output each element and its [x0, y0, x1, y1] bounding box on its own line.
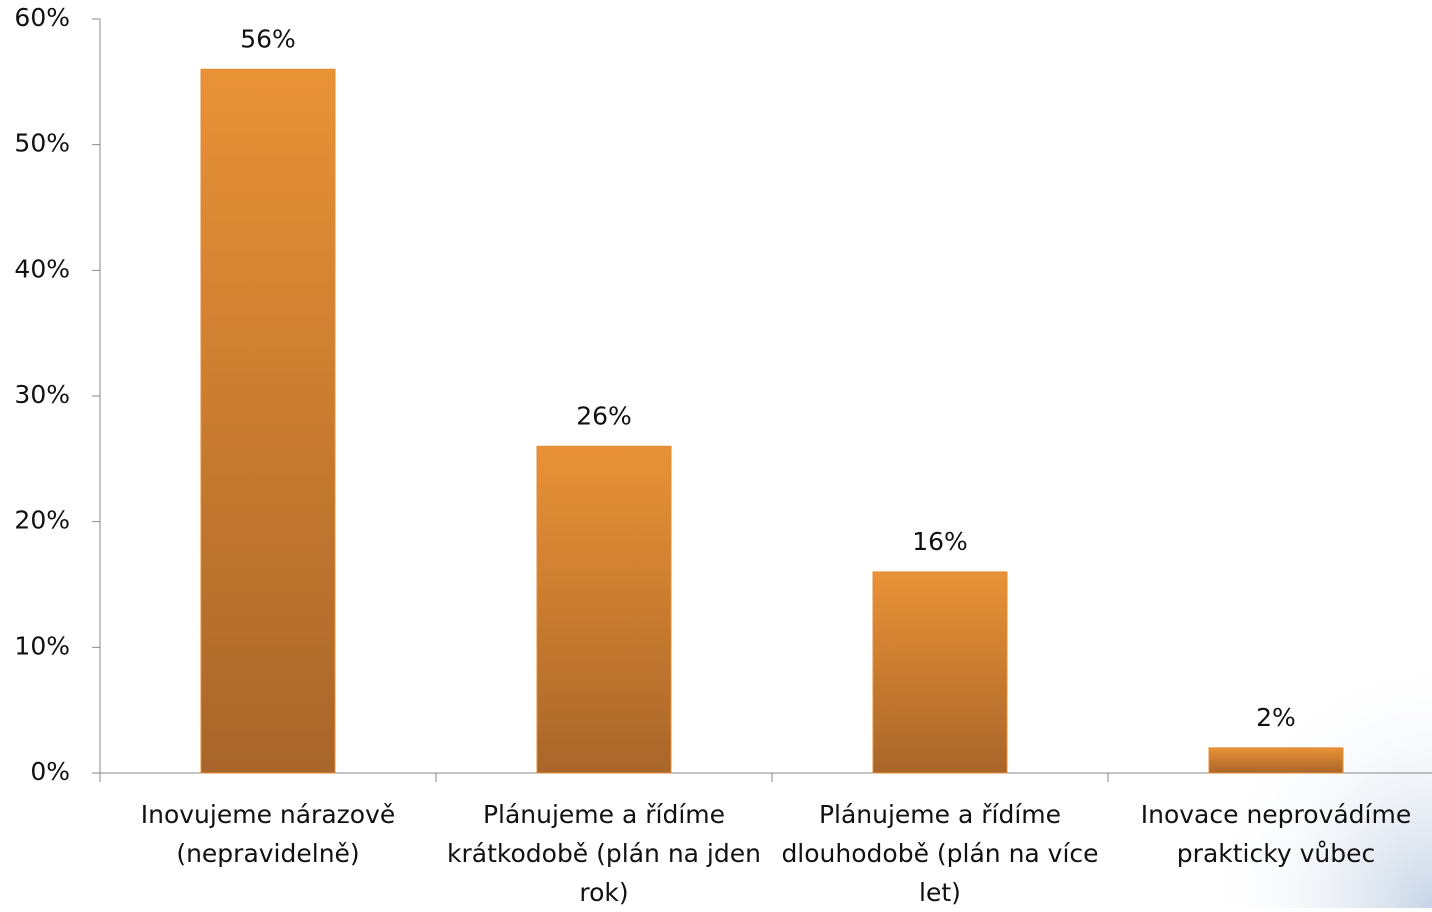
x-tick-label: Plánujeme a řídíme dlouhodobě (plán na v…: [781, 800, 1099, 907]
bar: [200, 68, 336, 774]
y-tick-label: 40%: [14, 254, 70, 283]
y-tick-label: 50%: [14, 129, 70, 158]
y-tick-label: 30%: [14, 380, 70, 409]
y-tick-label: 0%: [30, 757, 70, 786]
bar: [872, 571, 1008, 774]
value-label: 26%: [576, 401, 632, 430]
bar: [536, 445, 672, 774]
value-label: 16%: [912, 527, 968, 556]
x-tick-label: Inovace neprovádíme prakticky vůbec: [1140, 800, 1412, 868]
value-label: 2%: [1256, 703, 1296, 732]
x-tick-label: Inovujeme nárazově (nepravidelně): [140, 800, 396, 868]
bar: [1208, 747, 1344, 774]
y-tick-label: 20%: [14, 506, 70, 535]
background-decoration: [1050, 480, 1432, 908]
x-tick-label: Plánujeme a řídíme krátkodobě (plán na j…: [447, 800, 761, 907]
y-tick-label: 60%: [14, 3, 70, 32]
y-tick-label: 10%: [14, 631, 70, 660]
value-label: 56%: [240, 24, 296, 53]
